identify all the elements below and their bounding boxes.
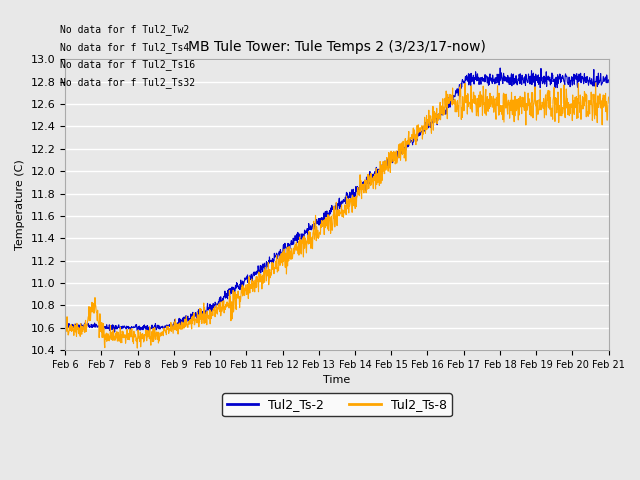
Tul2_Ts-8 — [422, 131, 429, 136]
Tul2_Ts-8 — [182, 313, 190, 319]
X-axis label: Time: Time — [323, 375, 351, 385]
Line: Tul2_Ts-8: Tul2_Ts-8 — [65, 83, 609, 348]
Tul2_Ts-2 — [61, 322, 69, 328]
Tul2_Ts-8 — [134, 345, 141, 351]
Tul2_Ts-8 — [592, 80, 600, 86]
Tul2_Ts-2 — [243, 273, 251, 279]
Text: No data for f Tul2_Tw2: No data for f Tul2_Tw2 — [60, 24, 189, 36]
Tul2_Ts-8 — [243, 282, 251, 288]
Y-axis label: Temperature (C): Temperature (C) — [15, 159, 25, 250]
Legend: Tul2_Ts-2, Tul2_Ts-8: Tul2_Ts-2, Tul2_Ts-8 — [222, 394, 452, 417]
Text: No data for f Tul2_Ts16: No data for f Tul2_Ts16 — [60, 60, 195, 70]
Tul2_Ts-2 — [111, 329, 118, 335]
Tul2_Ts-2 — [422, 125, 429, 131]
Tul2_Ts-8 — [541, 115, 548, 120]
Text: No data for f Tul2_Ts32: No data for f Tul2_Ts32 — [60, 77, 195, 88]
Tul2_Ts-2 — [497, 65, 504, 71]
Tul2_Ts-2 — [182, 321, 190, 326]
Tul2_Ts-8 — [170, 330, 177, 336]
Line: Tul2_Ts-2: Tul2_Ts-2 — [65, 68, 609, 332]
Text: No data for f Tul2_Ts4: No data for f Tul2_Ts4 — [60, 42, 189, 53]
Tul2_Ts-8 — [605, 94, 612, 100]
Tul2_Ts-2 — [605, 77, 612, 83]
Tul2_Ts-8 — [493, 95, 500, 100]
Title: MB Tule Tower: Tule Temps 2 (3/23/17-now): MB Tule Tower: Tule Temps 2 (3/23/17-now… — [188, 40, 486, 54]
Tul2_Ts-8 — [61, 335, 69, 340]
Tul2_Ts-2 — [541, 81, 548, 87]
Tul2_Ts-2 — [170, 322, 177, 328]
Tul2_Ts-2 — [493, 75, 500, 81]
